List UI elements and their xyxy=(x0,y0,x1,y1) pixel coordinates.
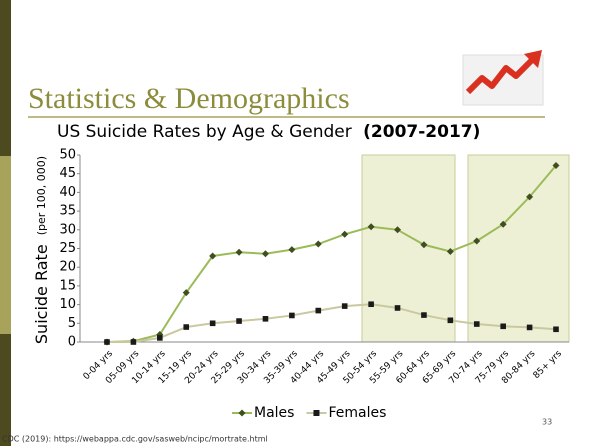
point-marker xyxy=(314,240,322,248)
point-marker xyxy=(446,247,454,255)
point-marker xyxy=(157,335,163,341)
point-marker xyxy=(183,324,190,330)
point-marker xyxy=(261,250,269,258)
point-marker xyxy=(104,339,110,345)
highlight-region xyxy=(467,154,570,343)
y-tick-label: 45 xyxy=(59,166,76,181)
point-marker xyxy=(235,248,243,256)
y-tick-label: 35 xyxy=(59,204,76,219)
point-marker xyxy=(341,230,349,238)
point-marker xyxy=(209,252,217,260)
legend-marker xyxy=(238,409,246,417)
source-note: CDC (2019): https://webappa.cdc.gov/sasw… xyxy=(2,435,268,444)
point-marker xyxy=(447,317,454,324)
point-marker xyxy=(367,223,375,231)
y-tick-label: 0 xyxy=(68,335,76,350)
y-tick-label: 10 xyxy=(59,297,76,312)
y-tick-label: 25 xyxy=(59,241,76,256)
y-tick-label: 30 xyxy=(59,222,76,237)
point-marker xyxy=(499,220,507,228)
slide-title: Statistics & Demographics xyxy=(28,82,350,115)
point-marker xyxy=(473,237,481,245)
legend-marker xyxy=(313,410,320,416)
point-marker xyxy=(236,318,242,324)
point-marker xyxy=(394,305,401,311)
series-line xyxy=(106,164,557,343)
legend-label: Females xyxy=(328,405,386,421)
point-marker xyxy=(421,312,427,318)
trend-icon xyxy=(462,50,544,106)
point-marker xyxy=(182,289,190,297)
y-tick-label: 50 xyxy=(59,148,76,163)
point-marker xyxy=(394,226,402,234)
y-axis-label-unit: (per 100, 000) xyxy=(35,156,48,235)
point-marker xyxy=(289,312,295,319)
point-marker xyxy=(315,307,322,314)
chart-title-years: (2007-2017) xyxy=(363,122,480,142)
point-marker xyxy=(553,326,559,333)
point-marker xyxy=(420,241,428,249)
point-marker xyxy=(526,324,533,331)
point-marker xyxy=(552,161,560,169)
side-bar-accent xyxy=(0,156,11,334)
chart-title-main: US Suicide Rates by Age & Gender xyxy=(57,122,352,142)
point-marker xyxy=(209,320,216,327)
point-marker xyxy=(341,303,348,309)
series-line xyxy=(107,303,557,343)
y-tick-label: 15 xyxy=(59,278,76,293)
point-marker xyxy=(500,323,506,330)
y-axis-label: Suicide Rate (per 100, 000) xyxy=(32,156,51,344)
point-marker xyxy=(368,301,374,308)
point-marker xyxy=(262,316,269,322)
point-marker xyxy=(288,246,296,254)
point-marker xyxy=(130,339,137,345)
y-tick-label: 40 xyxy=(59,185,76,200)
y-axis-label-main: Suicide Rate xyxy=(32,244,51,344)
point-marker xyxy=(526,193,534,201)
y-tick-label: 5 xyxy=(68,316,76,331)
point-marker xyxy=(473,321,480,327)
legend-label: Males xyxy=(254,405,294,421)
chart-title: US Suicide Rates by Age & Gender (2007-2… xyxy=(57,122,480,142)
page-number: 33 xyxy=(542,418,552,427)
y-tick-label: 20 xyxy=(59,260,76,275)
